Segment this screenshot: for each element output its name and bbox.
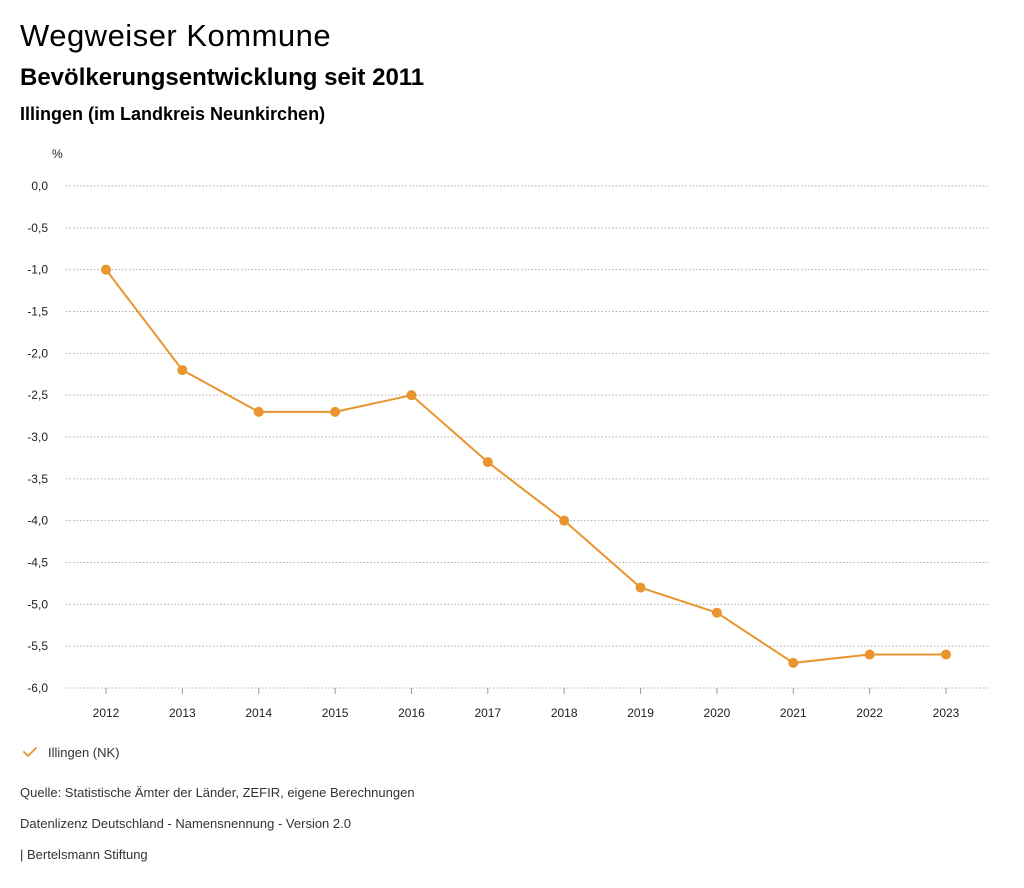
x-tick-label: 2022 xyxy=(856,706,883,720)
y-tick-label: -0,5 xyxy=(27,221,48,235)
grid-lines xyxy=(66,185,990,689)
data-point xyxy=(864,649,875,660)
legend[interactable]: Illingen (NK) xyxy=(22,744,120,760)
y-tick-label: -3,0 xyxy=(27,430,48,444)
x-tick-label: 2019 xyxy=(627,706,654,720)
x-tick-label: 2012 xyxy=(93,706,120,720)
data-point xyxy=(101,264,111,275)
publisher-note: | Bertelsmann Stiftung xyxy=(20,847,148,862)
y-tick-label: -6,0 xyxy=(27,681,48,695)
source-note: Quelle: Statistische Ämter der Länder, Z… xyxy=(20,785,415,800)
y-tick-label: -2,0 xyxy=(27,346,48,360)
region-label: Illingen (im Landkreis Neunkirchen) xyxy=(20,104,326,124)
series-line xyxy=(105,269,946,664)
y-tick-label: -1,5 xyxy=(27,305,48,319)
x-tick-label: 2015 xyxy=(322,706,349,720)
legend-label: Illingen (NK) xyxy=(48,744,120,760)
x-axis: 2012 2013 2014 2015 2016 2017 2018 2019 2020 2021… xyxy=(93,688,960,720)
y-tick-label: -3,5 xyxy=(27,472,48,486)
x-tick-label: 2014 xyxy=(245,706,272,720)
y-tick-label: 0,0 xyxy=(31,179,48,193)
data-point xyxy=(406,390,417,401)
y-tick-label: -4,5 xyxy=(27,556,48,570)
y-tick-label: -5,5 xyxy=(27,639,48,653)
data-point xyxy=(177,365,188,376)
x-tick-label: 2021 xyxy=(780,706,807,720)
data-point xyxy=(635,582,646,593)
y-tick-label: -1,0 xyxy=(27,263,48,277)
chart-subtitle: Bevölkerungsentwicklung seit 2011 xyxy=(20,64,425,91)
data-point xyxy=(711,607,722,618)
y-axis: % 0,0 -0,5 -1,0 -1,5 -2,0 -2,5 -3,0 -3,5 -4,0 -4,5… xyxy=(27,147,63,695)
data-point xyxy=(330,406,341,417)
line-chart: % 0,0 -0,5 -1,0 -1,5 -2,0 -2,5 -3,0 -3,5 -4,0 -4,5… xyxy=(27,147,990,720)
x-tick-label: 2023 xyxy=(933,706,960,720)
checkmark-icon xyxy=(23,747,37,757)
data-point xyxy=(788,657,799,668)
license-note: Datenlizenz Deutschland - Namensnennung … xyxy=(20,816,351,831)
data-point xyxy=(253,406,264,417)
x-tick-label: 2020 xyxy=(704,706,731,720)
x-tick-label: 2016 xyxy=(398,706,425,720)
data-point xyxy=(941,649,951,660)
data-point xyxy=(482,457,493,468)
y-tick-label: -4,0 xyxy=(27,514,48,528)
y-axis-unit-label: % xyxy=(52,147,63,161)
x-tick-label: 2018 xyxy=(551,706,578,720)
y-tick-label: -5,0 xyxy=(27,597,48,611)
y-tick-label: -2,5 xyxy=(27,388,48,402)
x-tick-label: 2017 xyxy=(474,706,501,720)
page-title: Wegweiser Kommune xyxy=(20,18,332,53)
x-tick-label: 2013 xyxy=(169,706,196,720)
data-point xyxy=(559,515,570,526)
data-series xyxy=(101,264,951,668)
